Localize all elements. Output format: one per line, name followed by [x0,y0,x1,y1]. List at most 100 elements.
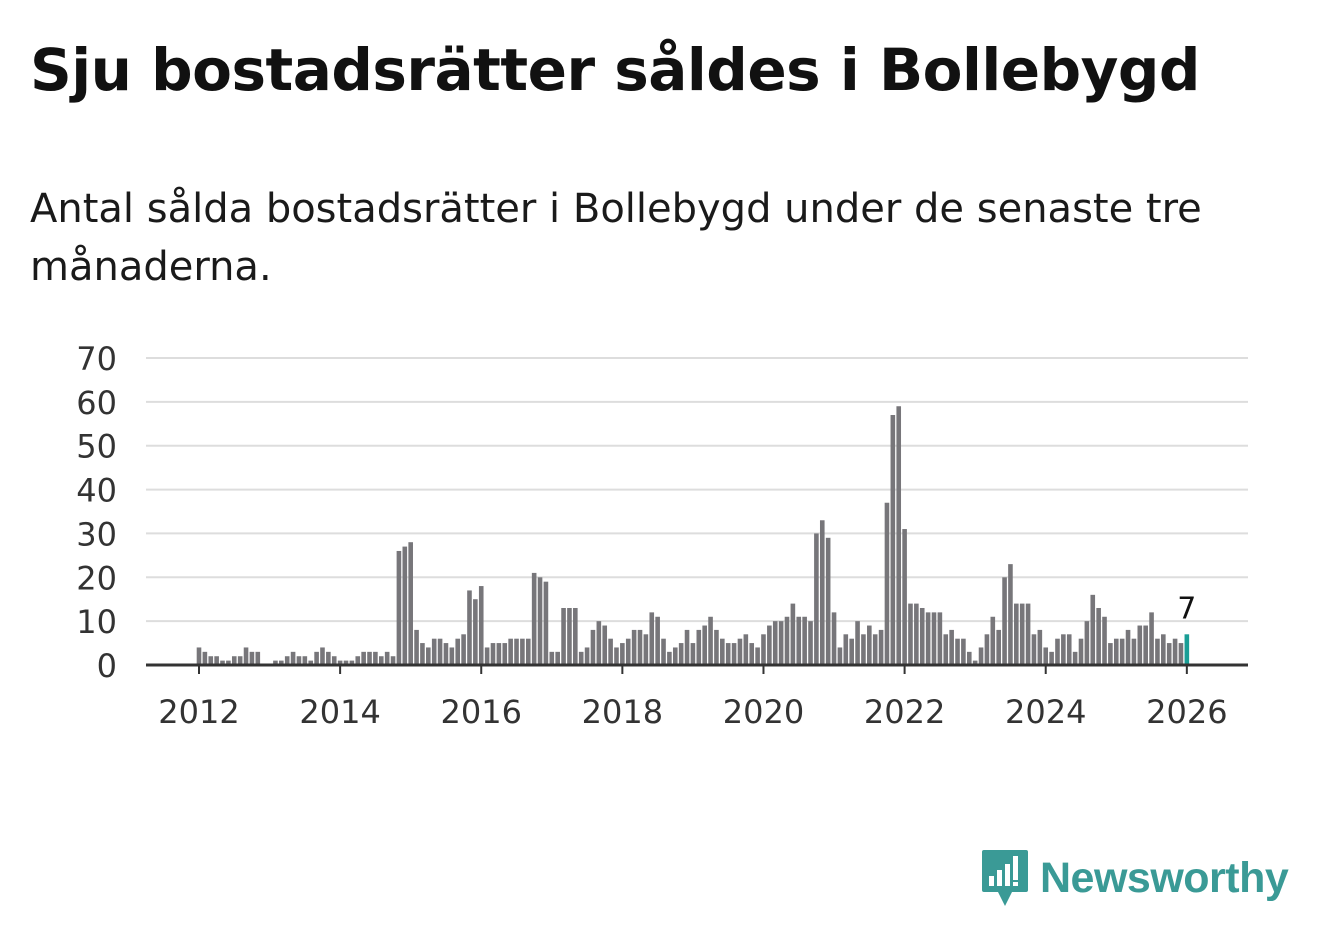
bar [537,577,543,665]
bar [867,625,872,665]
bar [1155,638,1160,665]
x-tick-label: 2018 [582,693,663,731]
bar [384,651,390,665]
bar [855,621,860,665]
bar [878,629,884,665]
bar [1043,647,1049,665]
chart-subtitle: Antal sålda bostadsrätter i Bollebygd un… [30,186,1202,290]
x-tick-label: 2026 [1146,693,1227,731]
bar [643,634,649,665]
bar [1078,638,1084,665]
bar [755,647,760,665]
bar [1102,616,1107,665]
bar [678,643,684,665]
brand-name: Newsworthy [1040,853,1289,902]
bar [1002,577,1007,665]
bar [667,651,672,665]
bar [896,406,902,665]
bar [502,643,508,665]
bar [761,634,766,665]
bar [249,651,255,665]
bar [531,572,537,665]
bar [772,621,778,665]
newsworthy-brand[interactable]: Newsworthy [980,848,1289,908]
bar [337,660,343,665]
bar [308,660,314,665]
bar [1061,634,1066,665]
y-axis-labels: 0 10 20 30 40 50 60 70 [76,340,117,685]
bar [220,660,225,665]
bar [402,546,408,665]
bar [543,581,549,665]
bar [196,647,202,665]
bar [378,656,384,665]
bar [508,638,513,665]
bar [473,599,478,665]
bar [373,651,378,665]
y-tick-label: 70 [76,340,117,378]
bar [1125,629,1131,665]
bar [837,647,843,665]
bar [349,660,355,665]
bar [890,415,896,665]
x-tick-label: 2016 [441,693,522,731]
bar [996,629,1001,665]
bar [814,533,819,665]
bar [655,616,660,665]
y-tick-label: 60 [76,384,117,422]
gridlines [146,357,1248,623]
y-tick-label: 20 [76,559,117,597]
x-tick-label: 2012 [158,693,239,731]
bar [455,638,461,665]
bar [331,656,337,665]
bar [602,625,608,665]
bar [708,616,713,665]
bar [720,638,725,665]
bar [1172,638,1178,665]
bar [578,651,584,665]
annotations: 7 [1177,591,1196,626]
bar [908,603,913,665]
bar [1178,643,1184,665]
bar [496,643,502,665]
bar [361,651,366,665]
bar [1090,594,1096,665]
bar [1066,634,1072,665]
bar [990,616,996,665]
bar [284,656,290,665]
bar [872,634,878,665]
bar [596,621,602,665]
latest-value-label: 7 [1177,591,1196,626]
bar [443,643,449,665]
bar [420,643,425,665]
bar [231,656,237,665]
bar [437,638,443,665]
bar [1108,643,1113,665]
bar [672,647,678,665]
bar [590,629,596,665]
bar [1137,625,1143,665]
bar [1055,638,1060,665]
bar [831,612,837,665]
bar [426,647,431,665]
bar [1119,638,1125,665]
bar [767,625,772,665]
bar-chart: 0 10 20 30 40 50 60 70 2012 2014 2016 2018 2020 2022… [76,340,1248,731]
bar [778,621,784,665]
bar [743,634,749,665]
bar [637,629,643,665]
bar [525,638,531,665]
bar [925,612,931,665]
bar [243,647,249,665]
bar [1049,651,1054,665]
x-tick-label: 2020 [723,693,804,731]
bar [296,656,302,665]
y-tick-label: 30 [76,515,117,553]
bar [1019,603,1025,665]
y-tick-label: 0 [97,647,117,685]
bar [937,612,943,665]
bar [1037,629,1043,665]
bar [549,651,555,665]
bar [367,651,372,665]
x-tick-label: 2024 [1005,693,1086,731]
